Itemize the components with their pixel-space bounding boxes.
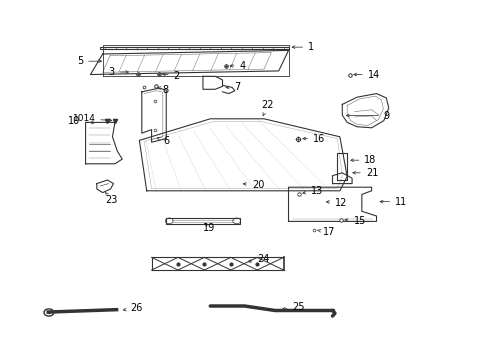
Text: 8: 8 — [157, 85, 169, 95]
Text: 9: 9 — [346, 111, 389, 121]
Text: 21: 21 — [352, 168, 377, 178]
Text: 1014: 1014 — [72, 114, 112, 123]
Text: 22: 22 — [261, 100, 274, 116]
Text: 6: 6 — [157, 136, 170, 147]
Text: 12: 12 — [325, 198, 346, 208]
Text: 2: 2 — [162, 71, 180, 81]
Text: 25: 25 — [282, 302, 305, 312]
Text: 17: 17 — [317, 227, 334, 237]
Text: 23: 23 — [105, 192, 117, 205]
Text: 18: 18 — [350, 155, 376, 165]
Text: 4: 4 — [229, 61, 245, 71]
Text: 11: 11 — [379, 197, 407, 207]
Text: 15: 15 — [344, 216, 365, 226]
Text: 16: 16 — [302, 134, 325, 144]
Text: 19: 19 — [203, 222, 215, 233]
Text: 10: 10 — [68, 116, 94, 126]
Text: 26: 26 — [123, 303, 142, 313]
Text: 14: 14 — [353, 69, 379, 80]
Text: 20: 20 — [243, 180, 264, 190]
Text: 7: 7 — [225, 82, 240, 93]
Text: 24: 24 — [247, 254, 269, 264]
Text: 1: 1 — [291, 42, 314, 52]
Text: 3: 3 — [108, 67, 128, 77]
Text: 13: 13 — [302, 186, 322, 196]
Text: 5: 5 — [77, 56, 102, 66]
